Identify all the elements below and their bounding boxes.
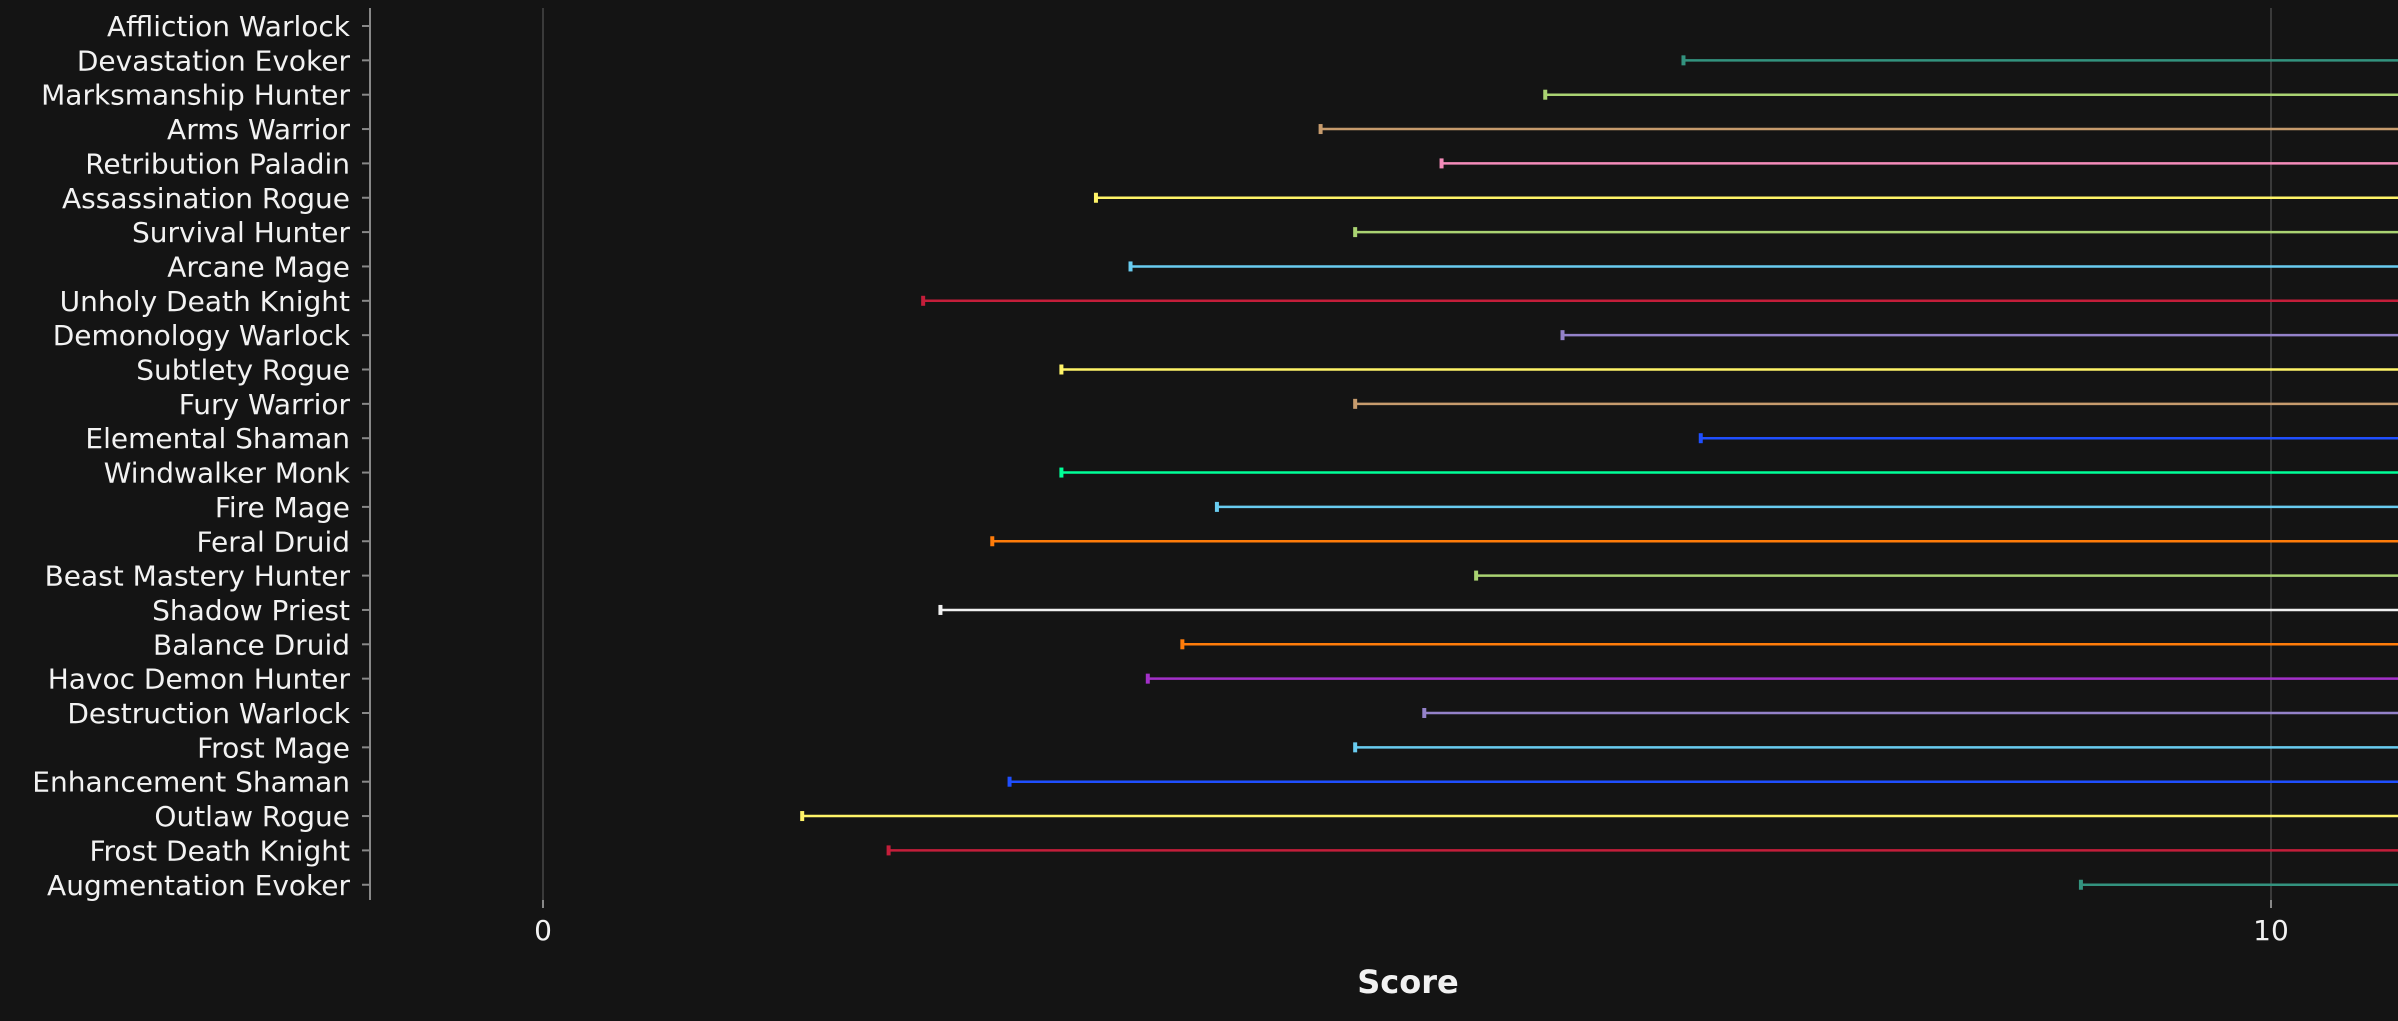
x-axis: −100102030405060708090100 bbox=[534, 900, 2289, 947]
box-arms-warrior bbox=[1318, 124, 2398, 135]
box-feral-druid bbox=[990, 536, 2398, 547]
category-label: Retribution Paladin bbox=[85, 147, 350, 180]
box-demonology-warlock bbox=[1560, 330, 2398, 341]
category-label: Havoc Demon Hunter bbox=[48, 663, 351, 696]
category-label: Outlaw Rogue bbox=[154, 800, 350, 833]
box-retribution-paladin bbox=[1439, 158, 2398, 169]
category-label: Frost Mage bbox=[197, 731, 350, 764]
category-label: Enhancement Shaman bbox=[32, 766, 350, 799]
category-label: Survival Hunter bbox=[132, 216, 351, 249]
category-label: Feral Druid bbox=[196, 525, 350, 558]
category-label: Fire Mage bbox=[215, 491, 350, 524]
x-axis-title: Score bbox=[1357, 963, 1458, 1001]
x-tick-label: 0 bbox=[534, 914, 552, 947]
box-windwalker-monk bbox=[1059, 467, 2398, 478]
category-label: Subtlety Rogue bbox=[136, 354, 350, 387]
category-label: Balance Druid bbox=[153, 628, 350, 661]
box-shadow-priest bbox=[938, 604, 2398, 615]
category-label: Unholy Death Knight bbox=[60, 285, 350, 318]
box-arcane-mage bbox=[1128, 261, 2398, 272]
category-label: Shadow Priest bbox=[152, 594, 350, 627]
category-label: Arms Warrior bbox=[167, 113, 350, 146]
box-subtlety-rogue bbox=[1059, 364, 2398, 375]
boxes bbox=[800, 55, 2398, 890]
category-label: Fury Warrior bbox=[179, 388, 351, 421]
box-fury-warrior bbox=[1353, 398, 2398, 409]
box-havoc-demon-hunter bbox=[1145, 673, 2398, 684]
category-label: Frost Death Knight bbox=[89, 834, 350, 867]
box-assassination-rogue bbox=[1093, 192, 2398, 203]
box-augmentation-evoker bbox=[2078, 879, 2398, 890]
box-outlaw-rogue bbox=[800, 811, 2398, 822]
box-survival-hunter bbox=[1353, 227, 2398, 238]
box-fire-mage bbox=[1214, 501, 2398, 512]
category-label: Windwalker Monk bbox=[104, 457, 351, 490]
box-frost-death-knight bbox=[886, 845, 2398, 856]
gridlines bbox=[542, 8, 2272, 900]
box-devastation-evoker bbox=[1681, 55, 2398, 66]
box-beast-mastery-hunter bbox=[1474, 570, 2398, 581]
x-tick-label: 10 bbox=[2253, 914, 2289, 947]
category-label: Arcane Mage bbox=[167, 250, 350, 283]
box-elemental-shaman bbox=[1698, 433, 2398, 444]
category-label: Affliction Warlock bbox=[107, 10, 351, 43]
box-marksmanship-hunter bbox=[1543, 89, 2398, 100]
category-label: Elemental Shaman bbox=[85, 422, 350, 455]
category-label: Assassination Rogue bbox=[62, 182, 350, 215]
box-unholy-death-knight bbox=[921, 295, 2398, 306]
box-frost-mage bbox=[1353, 742, 2398, 753]
category-label: Augmentation Evoker bbox=[47, 869, 350, 902]
box-destruction-warlock bbox=[1422, 708, 2398, 718]
category-label: Marksmanship Hunter bbox=[41, 79, 350, 112]
box-enhancement-shaman bbox=[1007, 776, 2398, 787]
category-label: Devastation Evoker bbox=[77, 44, 351, 77]
category-label: Destruction Warlock bbox=[67, 697, 350, 730]
category-label: Demonology Warlock bbox=[53, 319, 351, 352]
category-label: Beast Mastery Hunter bbox=[45, 560, 351, 593]
box-balance-druid bbox=[1180, 639, 2398, 650]
